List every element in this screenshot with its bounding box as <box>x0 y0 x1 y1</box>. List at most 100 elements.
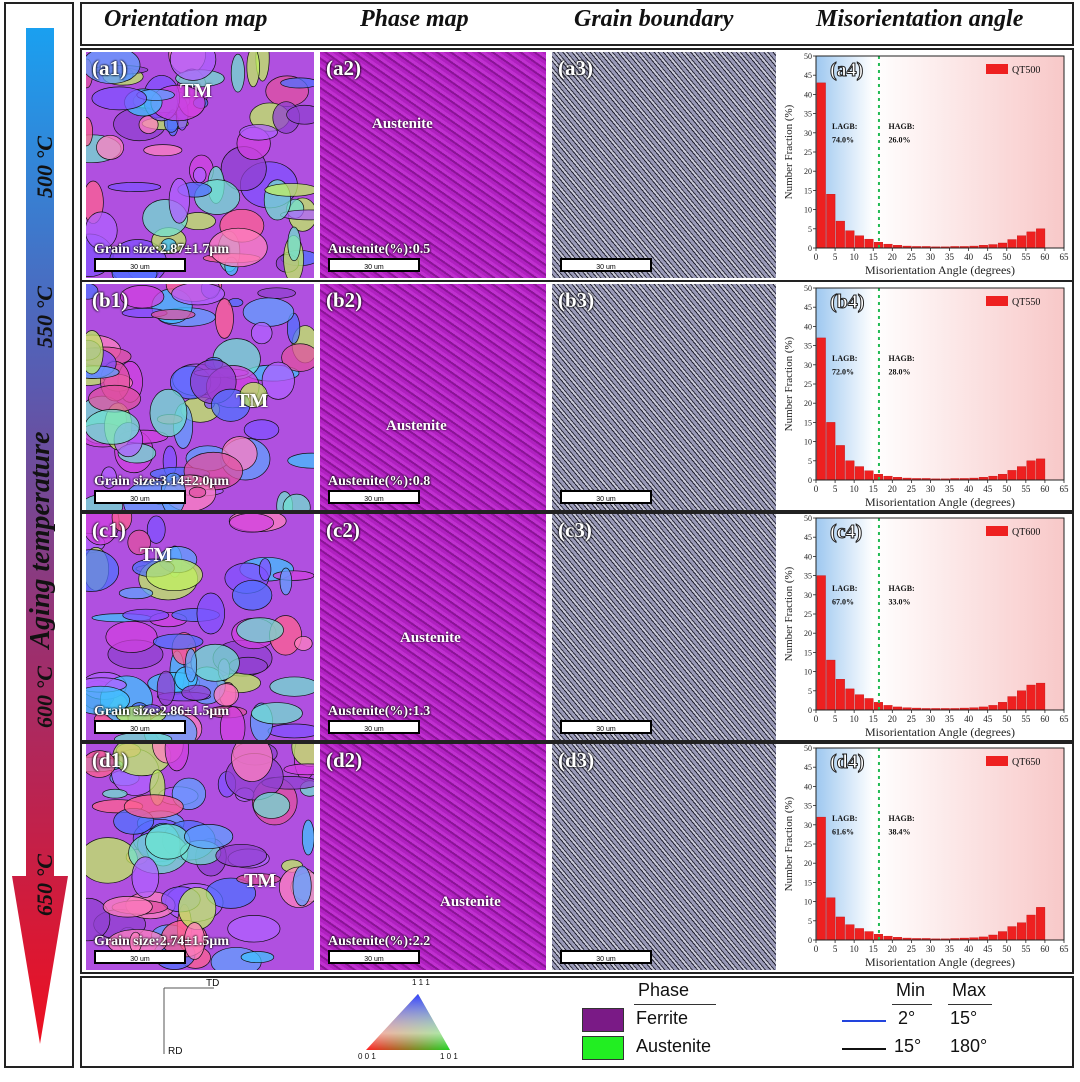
scale-bar: 30 um <box>560 490 652 504</box>
orientation-map-panel: (c1) TM Grain size:2.86±1.5μm 30 um <box>86 514 314 740</box>
lagb-label: LAGB: <box>832 354 857 363</box>
histogram-bar <box>1007 926 1017 941</box>
panel-label: (a2) <box>326 56 361 80</box>
y-axis-label: Number Fraction (%) <box>783 104 795 199</box>
x-tick-label: 35 <box>945 252 955 262</box>
histogram-bar <box>988 705 998 711</box>
histogram-bar <box>1007 239 1017 249</box>
x-tick-label: 30 <box>926 714 936 724</box>
scale-bar-label: 30 um <box>130 496 150 503</box>
histogram-bar <box>826 659 836 711</box>
y-axis-label: Number Fraction (%) <box>783 796 795 891</box>
lagb-label: LAGB: <box>832 122 857 131</box>
tm-label: TM <box>244 870 277 892</box>
panel-label: (c2) <box>326 518 360 542</box>
histogram-svg: 0 5 10 15 20 25 30 35 40 45 50 0 5 10 15 20 25 30 35 40 45 50… <box>783 52 1069 277</box>
panel-label: (d2) <box>326 748 363 772</box>
grain-boundary-panel: (c3) 30 um <box>552 514 776 740</box>
scale-bar-label: 30 um <box>130 956 150 963</box>
y-tick-label: 20 <box>804 629 812 638</box>
austenite-fraction-text: Austenite(%):0.8 <box>328 474 431 489</box>
y-tick-label: 15 <box>804 418 812 427</box>
legend-swatch <box>986 64 1008 74</box>
hagb-value: 33.0% <box>888 597 910 606</box>
x-tick-label: 10 <box>850 944 860 954</box>
header-orientation-map: Orientation map <box>104 6 268 32</box>
hagb-region <box>873 288 1064 480</box>
legend-label: QT600 <box>1012 527 1040 538</box>
hagb-region <box>873 748 1064 940</box>
misorientation-histogram: 0 5 10 15 20 25 30 35 40 45 50 0 5 10 15 20 25 30 35 40 45 50… <box>782 284 1070 510</box>
tm-label: TM <box>236 390 269 412</box>
x-tick-label: 5 <box>833 484 838 494</box>
orientation-map-panel: (d1) TM Grain size:2.74±1.5μm 30 um <box>86 744 314 970</box>
scale-bar-label: 30 um <box>364 956 384 963</box>
x-tick-label: 15 <box>869 252 879 262</box>
legend-label: QT650 <box>1012 757 1040 768</box>
y-tick-label: 20 <box>804 167 812 176</box>
y-tick-label: 45 <box>804 71 812 80</box>
grain-size-text: Grain size:3.14±2.0μm <box>94 474 229 489</box>
temp-650: 650 °C <box>32 854 57 916</box>
low-angle-min: 2° <box>898 1008 916 1028</box>
scale-bar: 30 um <box>560 720 652 734</box>
panel-label: (b4) <box>830 291 864 313</box>
x-tick-label: 5 <box>833 252 838 262</box>
x-tick-label: 60 <box>1040 714 1050 724</box>
y-tick-label: 10 <box>804 668 812 677</box>
y-tick-label: 10 <box>804 898 812 907</box>
y-tick-label: 50 <box>804 514 812 523</box>
histogram-bar <box>835 445 845 481</box>
grain-size-text: Grain size:2.86±1.5μm <box>94 704 229 719</box>
x-tick-label: 65 <box>1060 484 1070 494</box>
x-tick-label: 20 <box>888 484 898 494</box>
phase-map-panel: (d2) Austenite Austenite(%):2.2 30 um <box>320 744 546 970</box>
histogram-svg: 0 5 10 15 20 25 30 35 40 45 50 0 5 10 15 20 25 30 35 40 45 50… <box>783 744 1070 969</box>
panel-label: (c4) <box>830 521 862 543</box>
x-tick-label: 65 <box>1060 944 1070 954</box>
histogram-bar <box>1017 235 1027 249</box>
x-tick-label: 40 <box>964 944 974 954</box>
scale-bar: 30 um <box>328 258 420 272</box>
header-misorientation-angle: Misorientation angle <box>816 6 1024 32</box>
histogram-bar <box>835 679 845 711</box>
ipf-001-label: 0 0 1 <box>358 1052 376 1061</box>
histogram-bar <box>835 220 845 249</box>
histogram-bar <box>1017 690 1027 711</box>
hagb-value: 26.0% <box>888 135 910 144</box>
histogram-bar <box>883 475 893 481</box>
row-frame <box>80 280 1074 514</box>
row-frame <box>80 740 1074 974</box>
legend-label: QT500 <box>1012 65 1040 76</box>
scale-bar-label: 30 um <box>364 264 384 271</box>
x-tick-label: 35 <box>945 484 955 494</box>
x-tick-label: 60 <box>1040 484 1050 494</box>
y-tick-label: 50 <box>804 52 812 61</box>
x-tick-label: 55 <box>1021 484 1031 494</box>
histogram-bar <box>1007 470 1017 481</box>
low-angle-max: 15° <box>950 1008 978 1028</box>
x-tick-label: 20 <box>888 252 898 262</box>
orientation-map-image <box>86 744 314 970</box>
histogram-bar <box>1036 458 1046 481</box>
scale-bar-label: 30 um <box>130 264 150 271</box>
scale-bar: 30 um <box>328 490 420 504</box>
histogram-bar <box>864 698 874 711</box>
lagb-label: LAGB: <box>832 584 857 593</box>
max-rule <box>948 1004 992 1005</box>
y-tick-label: 5 <box>808 457 812 466</box>
x-tick-label: 15 <box>869 944 879 954</box>
column-header-bar <box>80 2 1074 46</box>
y-tick-label: 10 <box>804 438 812 447</box>
histogram-bar <box>1036 907 1046 941</box>
ferrite-label: Ferrite <box>636 1008 689 1028</box>
x-tick-label: 30 <box>926 944 936 954</box>
td-label: TD <box>206 978 220 989</box>
phase-map-panel: (a2) Austenite Austenite(%):0.5 30 um <box>320 52 546 278</box>
histogram-bar <box>845 230 855 249</box>
histogram-bar <box>845 924 855 941</box>
scale-bar-label: 30 um <box>596 264 616 271</box>
histogram-bar <box>1007 696 1017 711</box>
high-angle-line <box>842 1048 886 1050</box>
x-tick-label: 45 <box>983 944 993 954</box>
